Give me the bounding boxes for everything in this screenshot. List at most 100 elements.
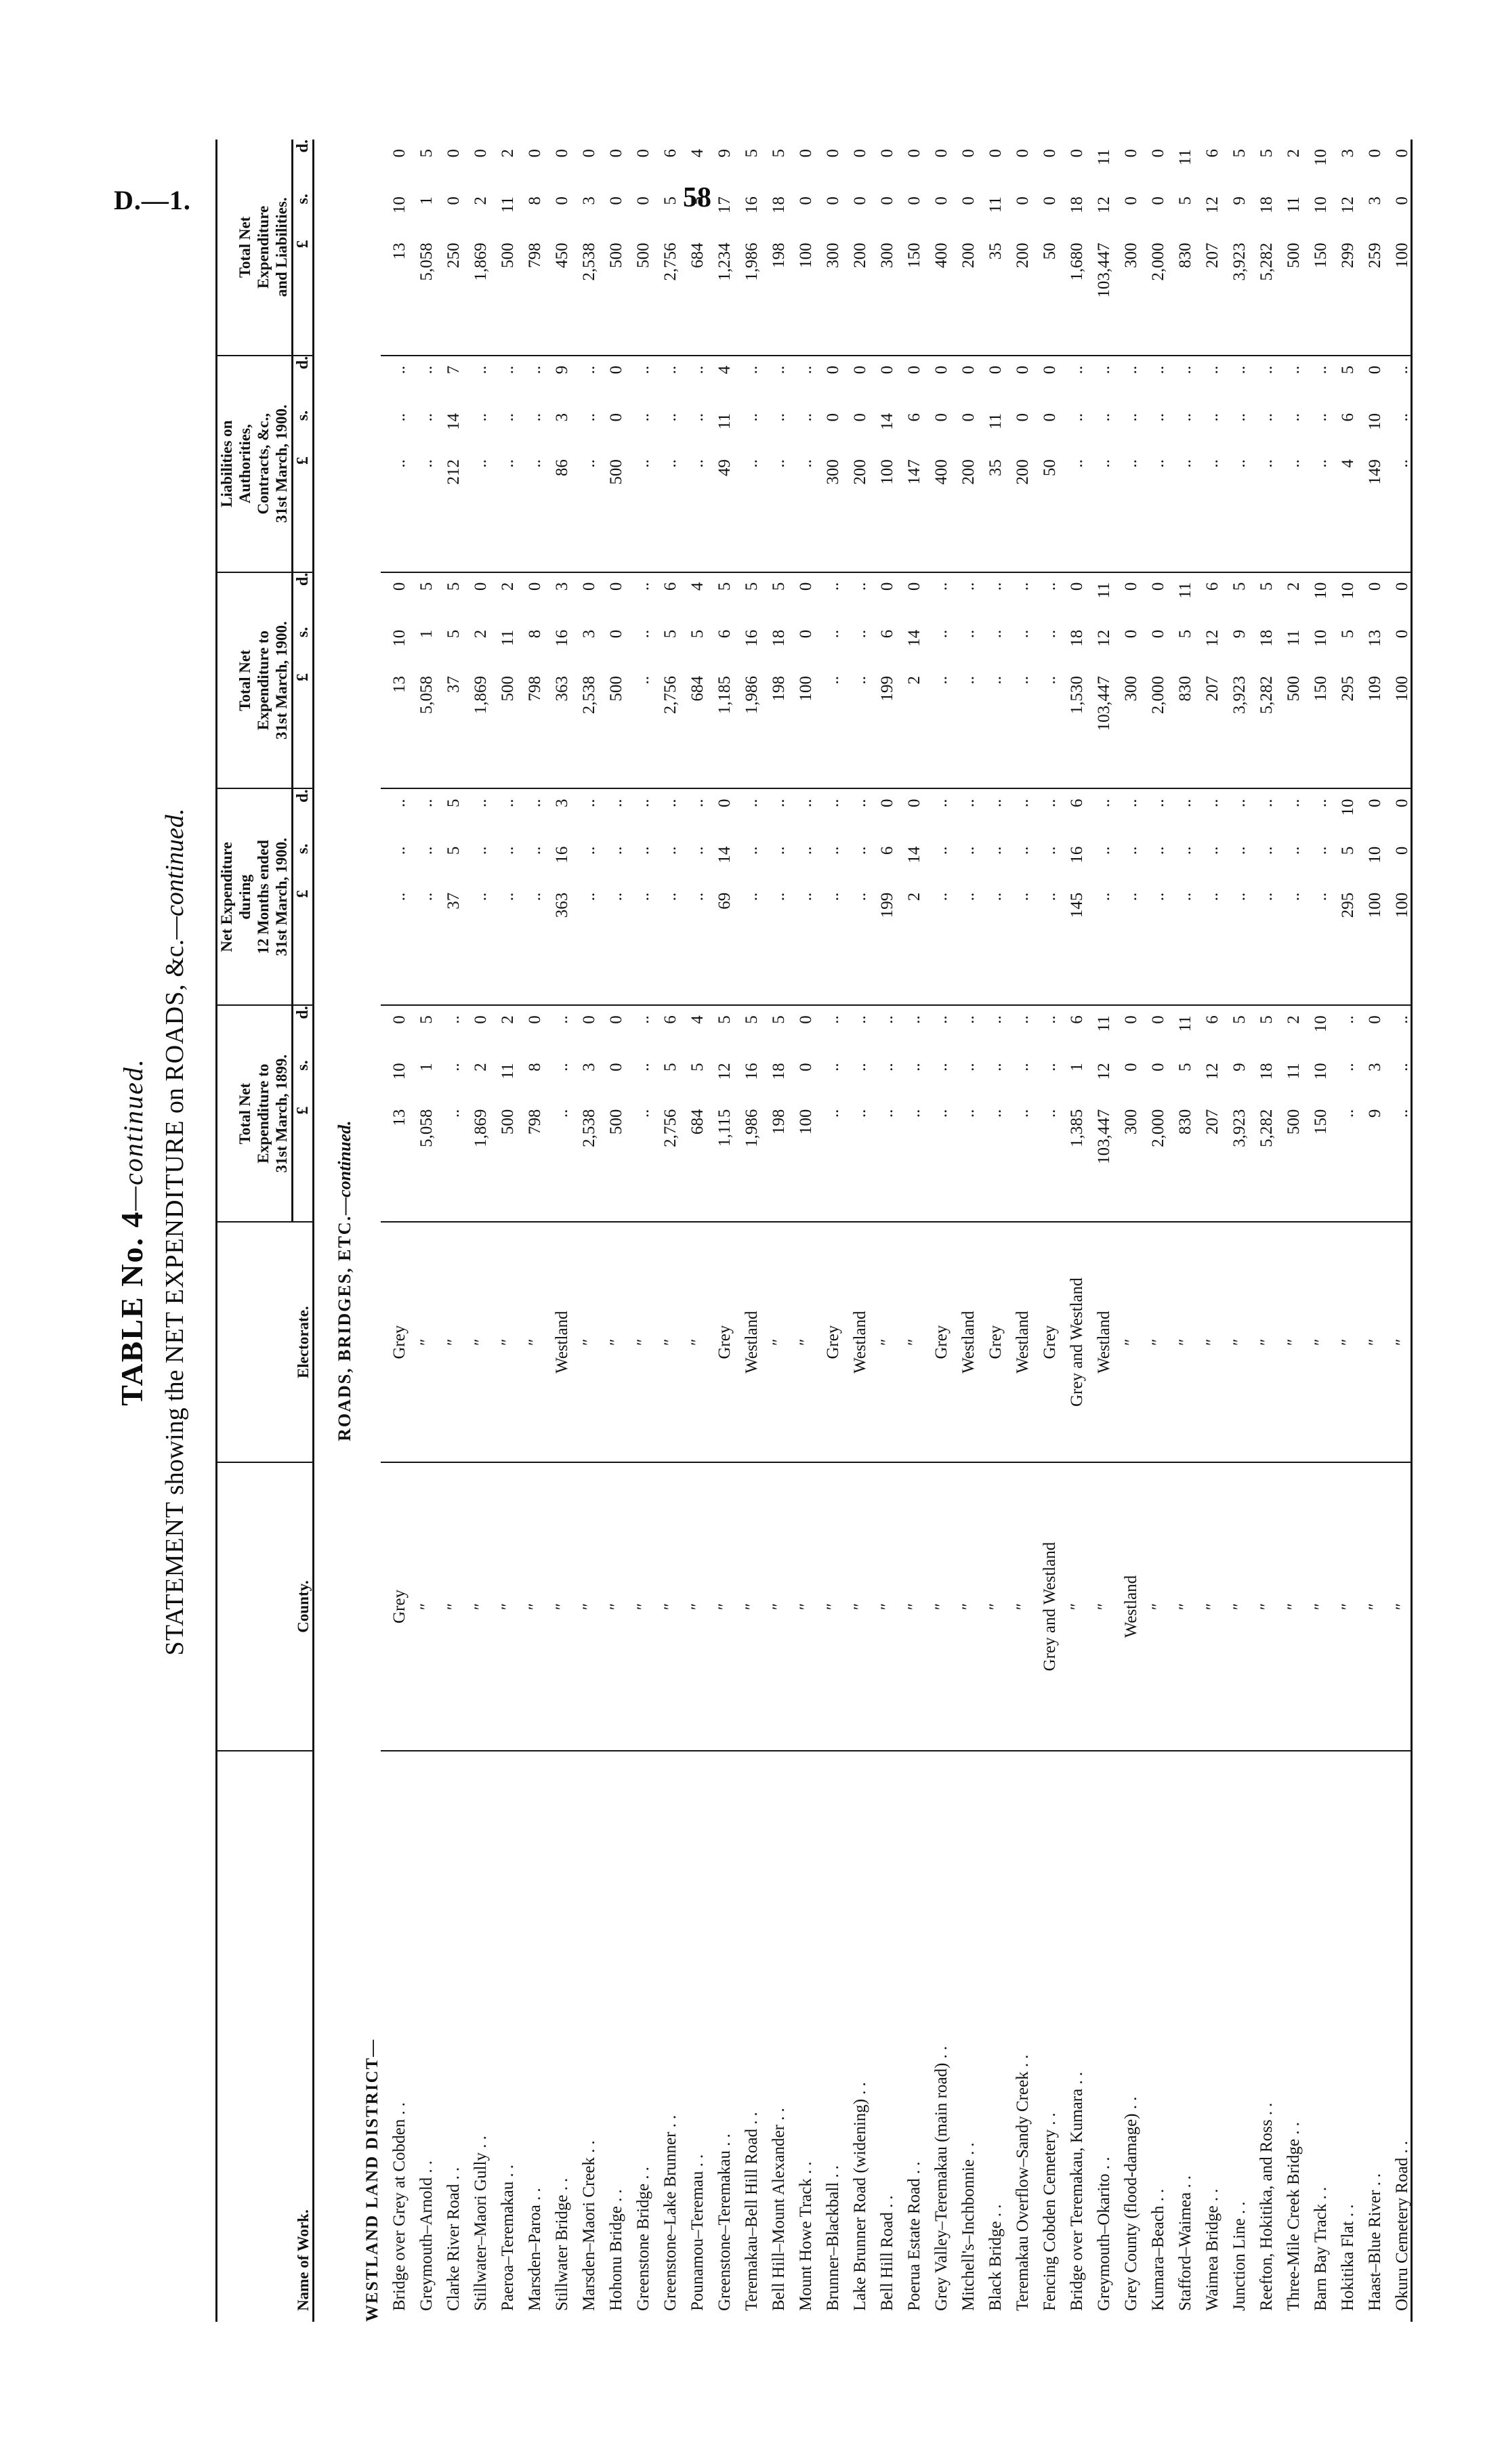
table-row: Greymouth–Arnold .. ″ ″ 5,058 1 5...... 5,058 1…: [407, 140, 436, 2322]
cell-total-1900-shillings: 0: [796, 629, 815, 639]
cell-liabilities-pounds: 86: [543, 456, 571, 572]
cell-name-of-work: Stillwater Bridge ..: [552, 2173, 571, 2311]
cell-total-and-liabilities-pounds: 2,756: [651, 240, 680, 356]
cell-name-of-work: Hohonu Bridge ..: [606, 2185, 625, 2311]
table-row: Bell Hill–Mount Alexander .. ″ ″ 198 18 5....…: [759, 140, 788, 2322]
cell-total-1899-pounds: 103,447: [1085, 1106, 1113, 1223]
cell-total-and-liabilities-shillings: 0: [1383, 194, 1412, 240]
table-row: Kumara–Beach .. ″ ″ 2,000 0 0...... 2,000 0 0...…: [1139, 140, 1167, 2322]
cell-total-1899-pence: ..: [959, 1015, 978, 1024]
cell-name-of-work: Okuru Cemetery Road ..: [1383, 1750, 1412, 2322]
cell-net-12-months-pence: ..: [1257, 799, 1276, 807]
cell-liabilities-shillings: 14: [444, 412, 463, 430]
cell-liabilities-pounds: ..: [1220, 456, 1249, 572]
cell-net-12-months-pounds: ..: [1112, 889, 1140, 1006]
cell-net-12-months-shillings: ..: [1311, 846, 1330, 855]
cell-liabilities-pounds: ..: [1166, 456, 1194, 572]
cell-total-1899-pounds: 9: [1356, 1106, 1384, 1223]
cell-net-12-months-shillings: 14: [715, 846, 734, 864]
cell-net-12-months-pounds: ..: [841, 889, 869, 1006]
cell-total-1900-shillings: 18: [1067, 629, 1086, 647]
cell-total-1899-pounds: ..: [814, 1106, 842, 1223]
cell-total-and-liabilities-pounds: 400: [922, 240, 951, 356]
cell-total-1900-pounds: 2,538: [570, 673, 598, 789]
cell-total-1899-shillings: ..: [850, 1063, 869, 1071]
cell-total-and-liabilities-pence: 6: [1203, 149, 1221, 158]
cell-name-of-work: Junction Line ..: [1230, 2197, 1249, 2311]
cell-liabilities-pence: 5: [1338, 365, 1357, 375]
cell-liabilities-pounds: ..: [1274, 456, 1303, 572]
cell-total-1900-pence: 10: [1338, 582, 1357, 599]
cell-liabilities-pence: 9: [552, 365, 571, 375]
cell-county: ″: [570, 1462, 598, 1751]
cell-total-1899-pence: ..: [1338, 1015, 1357, 1024]
cell-electorate: ″: [1274, 1222, 1303, 1463]
cell-name-of-work: Reefton, Hokitika, and Ross ..: [1257, 2098, 1276, 2311]
cell-total-1900-pence: 2: [498, 582, 517, 591]
cell-liabilities-pounds: ..: [1058, 456, 1086, 572]
table-row: Stillwater Bridge .. ″ Westland...... 363 16…: [543, 140, 571, 2322]
cell-total-and-liabilities-pence: 0: [390, 149, 409, 158]
cell-total-and-liabilities-pounds: 150: [895, 240, 923, 356]
subtitle-continued: —continued.: [161, 808, 189, 939]
cell-net-12-months-shillings: ..: [525, 846, 544, 855]
cell-total-1900-pounds: 500: [488, 673, 517, 789]
cell-total-and-liabilities-pence: 5: [417, 149, 436, 158]
cell-net-12-months-pence: 0: [1383, 788, 1412, 844]
cell-liabilities-pence: ..: [1311, 365, 1330, 375]
cell-liabilities-pounds: ..: [1193, 456, 1221, 572]
cell-total-1899-pounds: 5,058: [407, 1106, 436, 1223]
cell-total-1899-shillings: 12: [1203, 1063, 1221, 1080]
cell-total-1900-pounds: 684: [678, 673, 707, 789]
cell-total-1899-pounds: 3,923: [1220, 1106, 1249, 1223]
cell-net-12-months-pence: ..: [1311, 799, 1330, 807]
cell-liabilities-shillings: 10: [1365, 412, 1384, 430]
cell-total-1900-pence: ..: [1040, 582, 1059, 591]
cell-total-and-liabilities-pence: 0: [633, 149, 652, 158]
table-row: Hokitika Flat .. ″ ″...... 295 5 10 295 5 10 4 6 5 2…: [1329, 140, 1357, 2322]
col-header-name-of-work: Name of Work.: [216, 1750, 314, 2322]
cell-total-1900-shillings: 6: [715, 629, 734, 639]
cell-total-1899-shillings: 3: [1365, 1063, 1384, 1071]
cell-net-12-months-pence: ..: [1284, 799, 1303, 807]
cell-net-12-months-shillings: 16: [1067, 846, 1086, 864]
cell-net-12-months-pence: 6: [1067, 799, 1086, 807]
cell-total-1899-pence: ..: [633, 1015, 652, 1024]
cell-total-and-liabilities-pence: 0: [552, 149, 571, 158]
cell-total-1900-pence: ..: [823, 582, 842, 591]
cell-county: ″: [461, 1462, 490, 1751]
cell-liabilities-shillings: ..: [471, 412, 490, 422]
table-row: Grey Valley–Teremakau (main road) .. ″ Gre…: [922, 140, 951, 2322]
cell-total-1900-shillings: 18: [769, 629, 788, 647]
cell-liabilities-pence: 0: [850, 365, 869, 375]
cell-total-1900-pounds: 3,923: [1220, 673, 1249, 789]
cell-liabilities-pence: 7: [444, 365, 463, 375]
cell-net-12-months-shillings: ..: [633, 846, 652, 855]
cell-total-and-liabilities-pence: 5: [1230, 149, 1249, 158]
cell-electorate: ″: [1193, 1222, 1221, 1463]
cell-liabilities-pence: ..: [661, 365, 680, 375]
table-row: Bridge over Teremakau, Kumara .. ″ Grey an…: [1058, 140, 1086, 2322]
cell-liabilities-shillings: ..: [1148, 412, 1167, 422]
cell-total-and-liabilities-pence: 11: [1094, 149, 1113, 166]
cell-liabilities-pounds: 50: [1030, 456, 1059, 572]
cell-county: ″: [841, 1462, 869, 1751]
cell-total-1899-pounds: 500: [1274, 1106, 1303, 1223]
cell-total-1899-pounds: 13: [380, 1106, 409, 1223]
cell-total-1899-shillings: 3: [579, 1063, 598, 1071]
subgroup-heading-row: WESTLAND LAND DISTRICT—: [354, 140, 381, 2322]
table-row: Mount Howe Track .. ″ ″ 100 0 0...... 100 0 0...…: [787, 140, 815, 2322]
cell-net-12-months-pounds: 145: [1058, 889, 1086, 1006]
cell-total-1899-pounds: 198: [759, 1106, 788, 1223]
cell-net-12-months-pence: ..: [1230, 799, 1249, 807]
cell-net-12-months-pounds: ..: [1193, 889, 1221, 1006]
cell-liabilities-shillings: 0: [1040, 412, 1059, 422]
cell-electorate: Grey: [814, 1222, 842, 1463]
cell-liabilities-pounds: 4: [1329, 456, 1357, 572]
cell-total-and-liabilities-pounds: 259: [1356, 240, 1384, 356]
cell-liabilities-pence: ..: [1203, 365, 1221, 375]
cell-total-and-liabilities-shillings: 5: [661, 196, 680, 205]
table-row: Marsden–Paroa .. ″ ″ 798 8 0...... 798 8 0......…: [516, 140, 544, 2322]
cell-total-and-liabilities-pence: 11: [1175, 149, 1194, 166]
cell-total-and-liabilities-shillings: 5: [688, 196, 707, 205]
